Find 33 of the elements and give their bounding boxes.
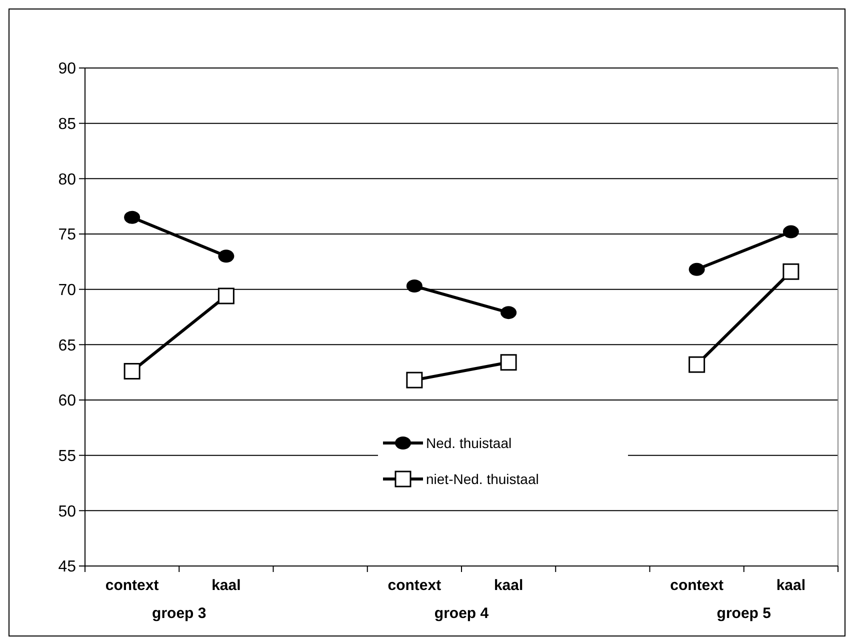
point <box>406 280 422 293</box>
point <box>218 250 234 263</box>
y-tick-label: 55 <box>58 448 76 465</box>
x-tick-label: kaal <box>212 577 241 594</box>
point <box>688 262 705 276</box>
legend-label: Ned. thuistaal <box>426 434 512 451</box>
point <box>124 362 140 380</box>
y-tick-label: 45 <box>58 558 76 576</box>
point <box>124 210 140 224</box>
y-tick-label: 85 <box>58 116 76 133</box>
point <box>782 225 799 238</box>
point <box>500 306 517 320</box>
x-tick-label: context <box>670 577 724 594</box>
y-tick-label: 50 <box>58 503 76 520</box>
legend-label: niet-Ned. thuistaal <box>426 470 539 487</box>
point <box>218 288 234 304</box>
text: groep 3 <box>152 605 206 622</box>
point <box>406 372 423 388</box>
y-tick-label: 75 <box>58 226 76 244</box>
y-tick-label: 65 <box>58 337 76 354</box>
y-tick-label: 60 <box>58 392 76 410</box>
y-tick-label: 90 <box>58 60 76 78</box>
x-tick-label: context <box>388 577 442 594</box>
y-tick-label: 80 <box>58 171 76 188</box>
text: groep 5 <box>716 605 771 622</box>
x-tick-label: kaal <box>776 577 806 594</box>
x-tick-label: context <box>105 577 159 594</box>
y-tick-label: 70 <box>58 282 76 299</box>
point <box>688 356 706 373</box>
x-tick-label: kaal <box>494 577 524 594</box>
point <box>782 263 800 280</box>
text: groep 4 <box>434 605 490 622</box>
point <box>500 354 517 371</box>
